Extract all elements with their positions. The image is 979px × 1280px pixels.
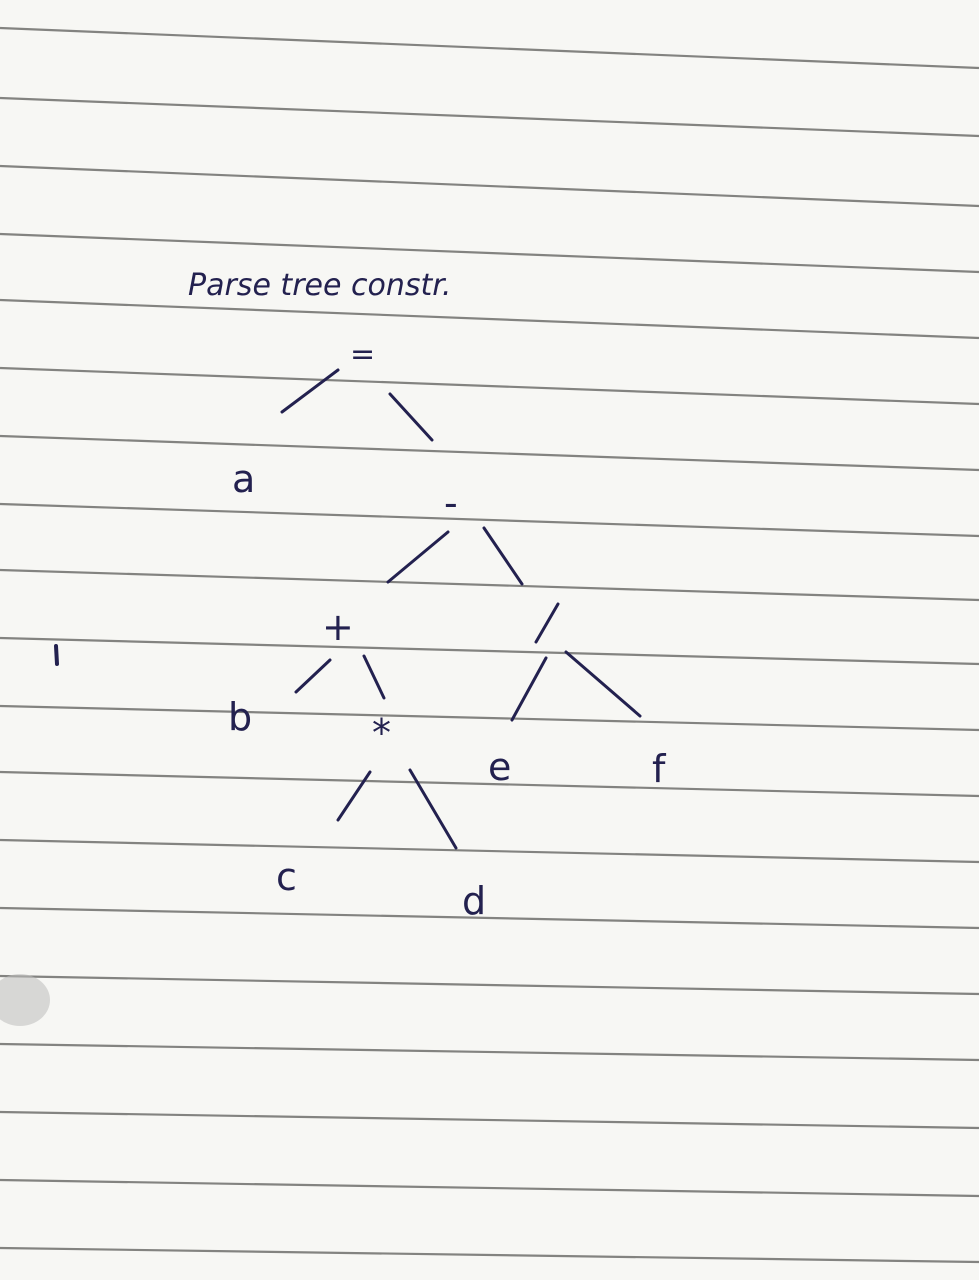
node-plus: + [322, 605, 354, 649]
leaf-c: c [276, 855, 297, 899]
diagram-title: Parse tree constr. [188, 268, 451, 303]
edge-star-d [408, 768, 458, 850]
shadow-smudge [0, 974, 50, 1026]
node-root: = [350, 337, 375, 372]
edge-star-c [336, 770, 372, 822]
edge-root-minus [388, 392, 434, 442]
leaf-f: f [652, 747, 667, 791]
edge-div-e [510, 656, 548, 722]
edge-minus-plus [386, 530, 450, 584]
edge-div-f [564, 650, 642, 718]
leaf-a: a [232, 457, 255, 501]
node-star: * [372, 711, 391, 755]
node-minus: - [444, 481, 458, 525]
stray-mark [54, 644, 59, 666]
edge-plus-b [294, 658, 332, 694]
leaf-e: e [488, 745, 511, 789]
leaf-d: d [462, 879, 486, 923]
edge-div-upper [534, 602, 560, 644]
edge-minus-div [482, 526, 524, 586]
edge-root-a [280, 368, 340, 414]
ruled-lines [0, 26, 979, 1264]
leaf-b: b [228, 695, 252, 739]
edge-plus-star [362, 654, 386, 700]
tree-edges [280, 368, 642, 850]
